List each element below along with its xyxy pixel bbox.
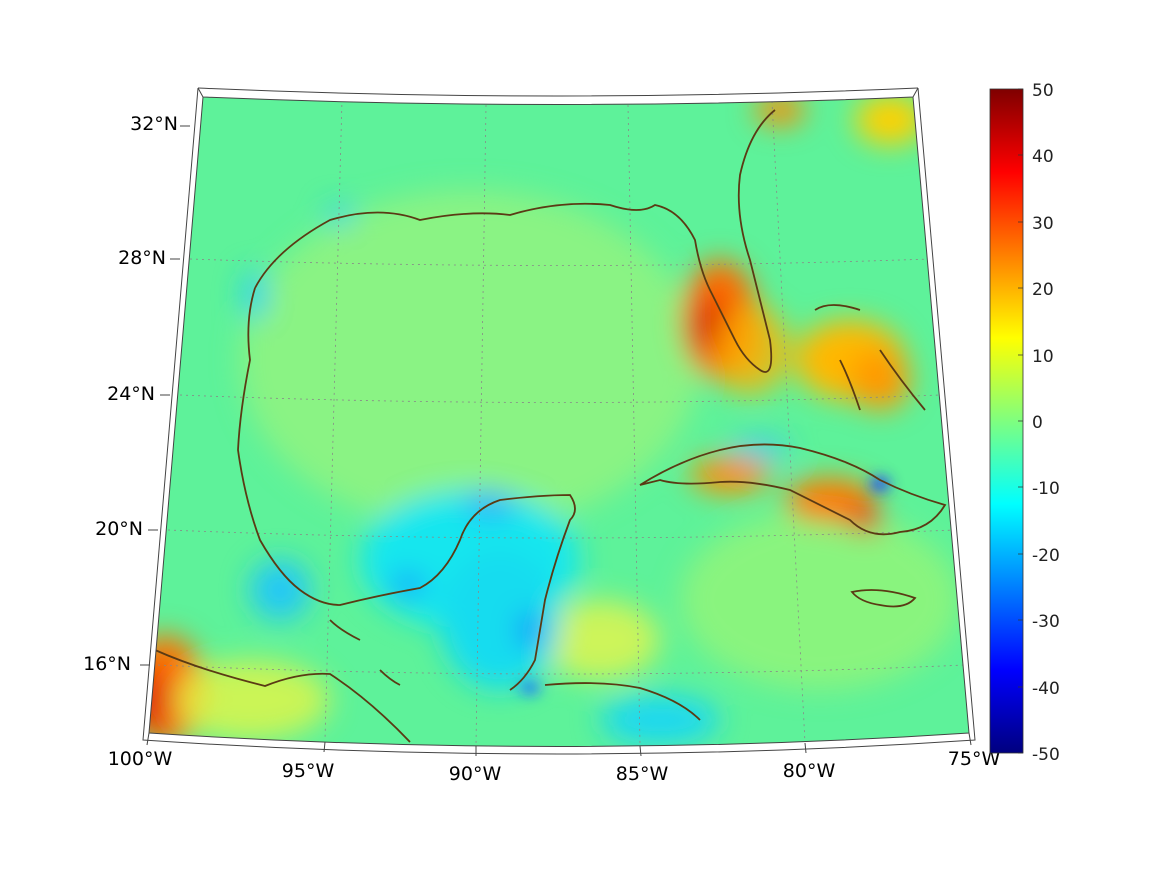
map-frame [140,87,976,757]
lon-label-85: 85°W [616,763,669,785]
colorbar-tick: -10 [1032,479,1060,499]
coastlines [154,109,947,743]
gulf-coast [254,109,776,373]
lat-label-20: 20°N [95,518,143,540]
lat-label-24: 24°N [107,383,155,405]
lon-label-95: 95°W [282,760,335,782]
lat-label-16: 16°N [83,653,131,675]
bahamas-islands [814,304,926,411]
texas-mexico-coast [237,287,576,691]
graticule [157,98,966,746]
colorbar: 50 40 30 20 10 0 -10 -20 -30 -40 -50 [989,81,1060,765]
longitude-labels: 100°W 95°W 90°W 85°W 80°W 75°W [108,748,1001,785]
colorbar-tick-labels: 50 40 30 20 10 0 -10 -20 -30 -40 -50 [1032,81,1060,765]
colorbar-tick: -20 [1032,546,1060,566]
latitude-labels: 32°N 28°N 24°N 20°N 16°N [83,113,178,675]
data-field [149,97,969,747]
colorbar-tick: -50 [1032,745,1060,765]
pacific-coast [154,649,411,743]
central-america-coast [544,682,701,721]
anomaly-blobs [149,97,960,745]
jamaica-coast [850,589,917,608]
colorbar-gradient [989,88,1024,754]
lat-label-32: 32°N [130,113,178,135]
colorbar-tick: 20 [1032,280,1054,300]
colorbar-tick: 0 [1032,413,1043,433]
lon-label-90: 90°W [449,763,502,785]
cuba-coast [639,443,947,536]
lon-label-75: 75°W [948,748,1001,770]
bay-islands [329,619,401,686]
colorbar-tick: 40 [1032,147,1054,167]
lat-label-28: 28°N [118,247,166,269]
colorbar-tick: 30 [1032,214,1054,234]
colorbar-tick: 50 [1032,81,1054,101]
colorbar-tick: -40 [1032,679,1060,699]
colorbar-tick: -30 [1032,612,1060,632]
lon-label-80: 80°W [783,760,836,782]
lon-label-100: 100°W [108,748,173,770]
colorbar-tick: 10 [1032,347,1054,367]
